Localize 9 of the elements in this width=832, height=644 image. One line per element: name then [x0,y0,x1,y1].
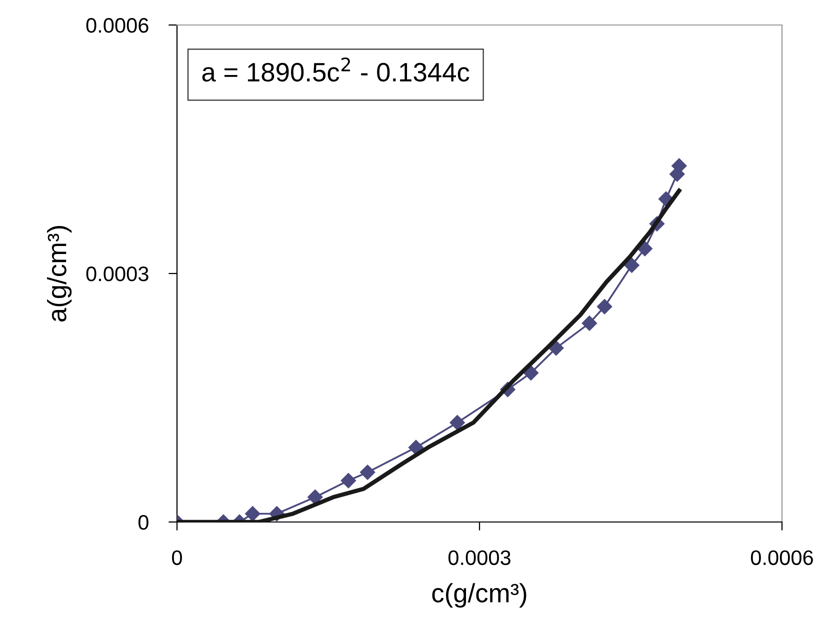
x-tick-label: 0 [172,550,182,566]
y-axis-title: a(g/cm³) [47,226,72,322]
x-tick-label: 0.0003 [448,550,510,566]
y-tick-label: 0.0006 [86,18,148,33]
y-tick-label: 0.0003 [86,266,148,282]
x-tick-label: 0.0006 [750,550,813,566]
x-axis-title: c(g/cm³) [432,583,526,608]
annotation: a = 1890.5c$^{2}$ - 0.1344c [202,58,470,82]
y-tick-label: 0 [138,515,148,530]
